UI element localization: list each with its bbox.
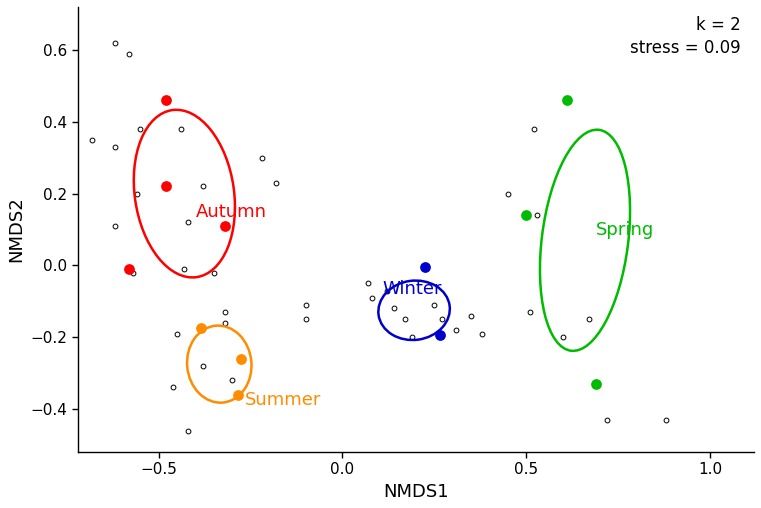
Point xyxy=(428,301,441,309)
Point xyxy=(270,179,282,187)
Point xyxy=(557,333,569,341)
Text: Spring: Spring xyxy=(596,220,654,239)
Point xyxy=(366,294,378,302)
Point xyxy=(218,222,231,230)
Point xyxy=(501,189,514,198)
Point xyxy=(583,315,595,323)
Point xyxy=(476,330,488,338)
Point xyxy=(123,265,135,273)
Point xyxy=(218,319,231,327)
Point xyxy=(520,211,532,219)
Point xyxy=(399,315,411,323)
Point xyxy=(195,324,207,332)
Point xyxy=(256,153,268,162)
Text: Autumn: Autumn xyxy=(196,203,266,220)
Point xyxy=(178,265,190,273)
Point xyxy=(182,427,194,435)
Point xyxy=(590,380,602,388)
Point xyxy=(531,211,543,219)
Point xyxy=(171,330,183,338)
Point xyxy=(218,308,231,316)
Text: Winter: Winter xyxy=(382,280,441,298)
Text: k = 2
stress = 0.09: k = 2 stress = 0.09 xyxy=(630,16,740,57)
Point xyxy=(601,416,613,424)
Point xyxy=(406,333,419,341)
Point xyxy=(109,222,121,230)
Point xyxy=(134,125,146,133)
Point xyxy=(235,355,247,363)
Point xyxy=(660,416,672,424)
Point xyxy=(226,376,238,385)
Point xyxy=(160,96,172,104)
Point xyxy=(231,391,244,399)
Point xyxy=(419,263,431,271)
Point xyxy=(109,39,121,47)
Point xyxy=(160,182,172,190)
Point xyxy=(434,331,446,339)
Point xyxy=(87,136,99,144)
Point xyxy=(435,315,447,323)
Y-axis label: NMDS2: NMDS2 xyxy=(7,197,25,263)
Point xyxy=(123,50,135,58)
Text: Summer: Summer xyxy=(245,391,321,409)
Point xyxy=(527,125,540,133)
Point xyxy=(182,218,194,227)
Point xyxy=(388,304,400,312)
Point xyxy=(362,279,374,288)
Point xyxy=(451,326,463,334)
Point xyxy=(465,311,477,320)
Point xyxy=(300,315,312,323)
Point xyxy=(300,301,312,309)
Point xyxy=(130,189,142,198)
Point xyxy=(208,269,220,277)
Point xyxy=(196,182,209,190)
Point xyxy=(380,287,393,295)
Point xyxy=(561,96,573,104)
Point xyxy=(167,384,180,392)
Point xyxy=(196,362,209,370)
Point xyxy=(524,308,536,316)
X-axis label: NMDS1: NMDS1 xyxy=(383,483,449,501)
Point xyxy=(127,269,139,277)
Point xyxy=(174,125,186,133)
Point xyxy=(109,143,121,151)
